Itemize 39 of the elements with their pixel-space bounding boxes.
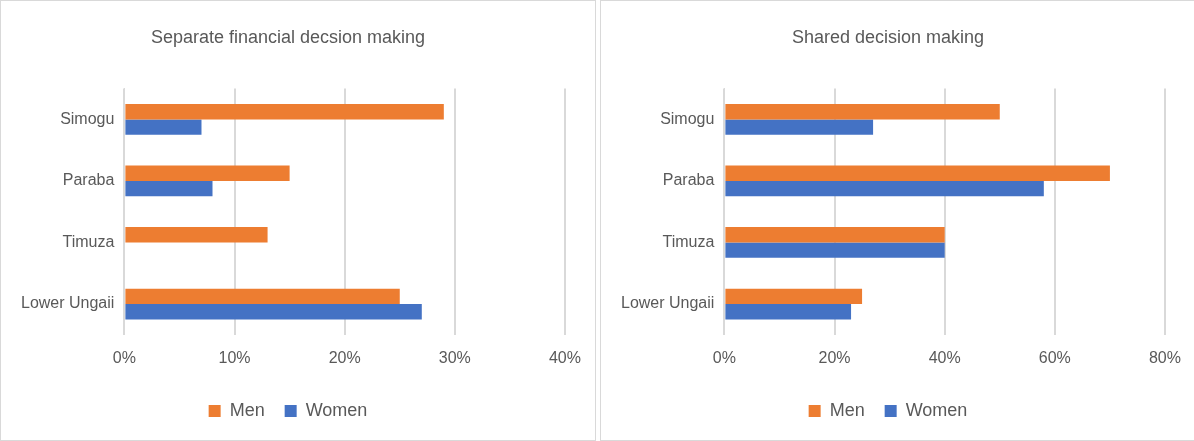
legend-label: Men (229, 399, 265, 420)
bar (725, 103, 1000, 120)
y-tick-label: Timuza (662, 232, 715, 250)
x-tick-label: 20% (818, 348, 851, 366)
bar (125, 165, 290, 181)
bar (125, 119, 202, 135)
x-tick-label: 10% (218, 348, 251, 366)
x-tick-label: 30% (438, 348, 471, 366)
y-tick-label: Paraba (62, 171, 115, 189)
x-tick-label: 40% (928, 348, 961, 366)
bar (125, 103, 444, 120)
x-tick-label: 0% (112, 348, 136, 366)
bar (725, 304, 852, 320)
bar (725, 227, 945, 243)
bar (125, 227, 268, 243)
y-tick-label: Simogu (60, 109, 115, 127)
bar (125, 304, 422, 320)
x-tick-label: 80% (1148, 348, 1181, 366)
y-tick-label: Simogu (660, 109, 715, 127)
chart-title: Separate financial decsion making (150, 26, 426, 47)
bar (125, 288, 400, 305)
y-tick-label: Paraba (662, 171, 715, 189)
legend-label: Men (829, 399, 865, 420)
x-tick-label: 20% (328, 348, 361, 366)
x-tick-label: 60% (1038, 348, 1071, 366)
bar (725, 242, 945, 258)
x-tick-label: 40% (548, 348, 581, 366)
bar (125, 180, 213, 197)
bar (725, 180, 1044, 197)
y-tick-label: Timuza (62, 232, 115, 250)
legend-label: Women (305, 399, 368, 420)
bar (725, 288, 863, 305)
legend-label: Women (905, 399, 968, 420)
y-tick-label: Lower Ungaii (20, 294, 115, 312)
bar (725, 165, 1110, 181)
bar (725, 119, 874, 135)
x-tick-label: 0% (712, 348, 736, 366)
y-tick-label: Lower Ungaii (620, 294, 715, 312)
chart-title: Shared decision making (791, 26, 985, 47)
